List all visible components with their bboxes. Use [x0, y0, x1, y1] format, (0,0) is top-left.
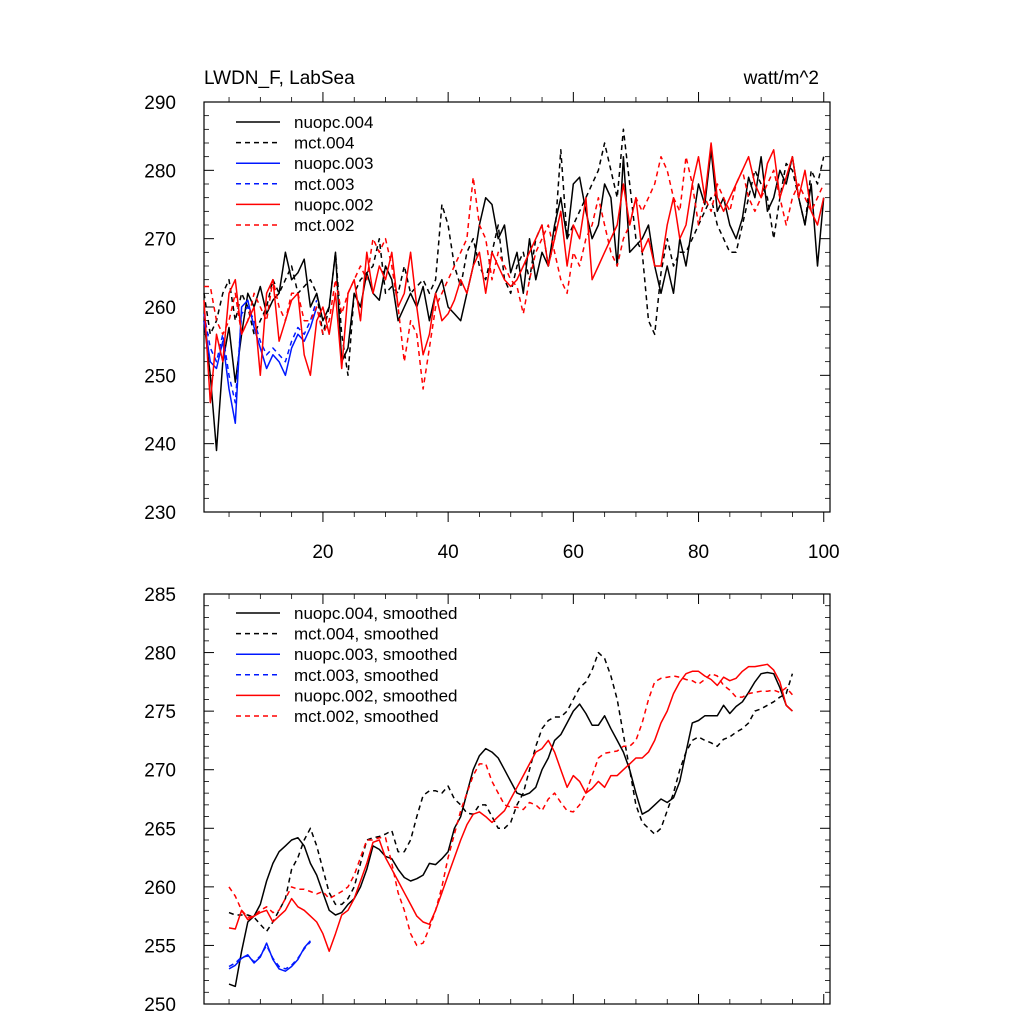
legend-label: nuopc.004, smoothed [294, 604, 458, 623]
legend-label: mct.004 [294, 134, 354, 153]
legend-label: mct.003 [294, 175, 354, 194]
legend-label: nuopc.003, smoothed [294, 645, 458, 664]
x-tick-label: 80 [688, 542, 709, 563]
y-tick-label: 230 [144, 503, 176, 524]
y-tick-label: 280 [144, 161, 176, 182]
series-line-nuopc-004-smoothed [228, 671, 793, 988]
series-line-mct-003 [203, 299, 318, 404]
y-tick-label: 250 [144, 995, 176, 1016]
bottom-panel: 250 255 260 265 270 275 280 285 nuopc.004, smoot… [144, 585, 831, 1016]
x-tick-label: 40 [438, 542, 459, 563]
y-tick-label: 280 [144, 644, 176, 665]
panel-title: LWDN_F, LabSea [204, 68, 355, 89]
y-tick-label: 250 [144, 366, 176, 387]
legend-label: mct.004, smoothed [294, 625, 439, 644]
legend-label: nuopc.002, smoothed [294, 686, 458, 705]
legend-label: nuopc.004 [294, 113, 373, 132]
units-label: watt/m^2 [743, 68, 819, 89]
y-tick-label: 290 [144, 93, 176, 114]
legend-label: nuopc.002 [294, 195, 373, 214]
y-tick-label: 260 [144, 298, 176, 319]
y-tick-label: 255 [144, 936, 176, 957]
y-tick-label: 265 [144, 819, 176, 840]
series-line-mct-004-smoothed [228, 651, 794, 933]
x-tick-label: 60 [563, 542, 584, 563]
series-line-nuopc-002-smoothed [228, 663, 793, 953]
legend-label: mct.002 [294, 216, 354, 235]
legend-label: mct.003, smoothed [294, 666, 439, 685]
y-tick-label: 270 [144, 230, 176, 251]
plot-frame [203, 593, 831, 1005]
legend-label: nuopc.003 [294, 154, 373, 173]
top-panel: LWDN_F, LabSea watt/m^2 230 240 250 260 270 2… [144, 68, 839, 563]
y-tick-label: 270 [144, 761, 176, 782]
x-tick-label: 20 [312, 542, 333, 563]
y-tick-label: 260 [144, 878, 176, 899]
y-tick-label: 285 [144, 585, 176, 606]
y-tick-label: 240 [144, 435, 176, 456]
series-line-mct-002 [204, 155, 825, 390]
series-line-mct-004 [203, 128, 825, 377]
x-tick-label: 100 [808, 542, 840, 563]
y-tick-label: 275 [144, 702, 176, 723]
series-line-nuopc-003 [203, 299, 318, 424]
legend-label: mct.002, smoothed [294, 707, 439, 726]
series-line-mct-003-smoothed [228, 941, 311, 970]
